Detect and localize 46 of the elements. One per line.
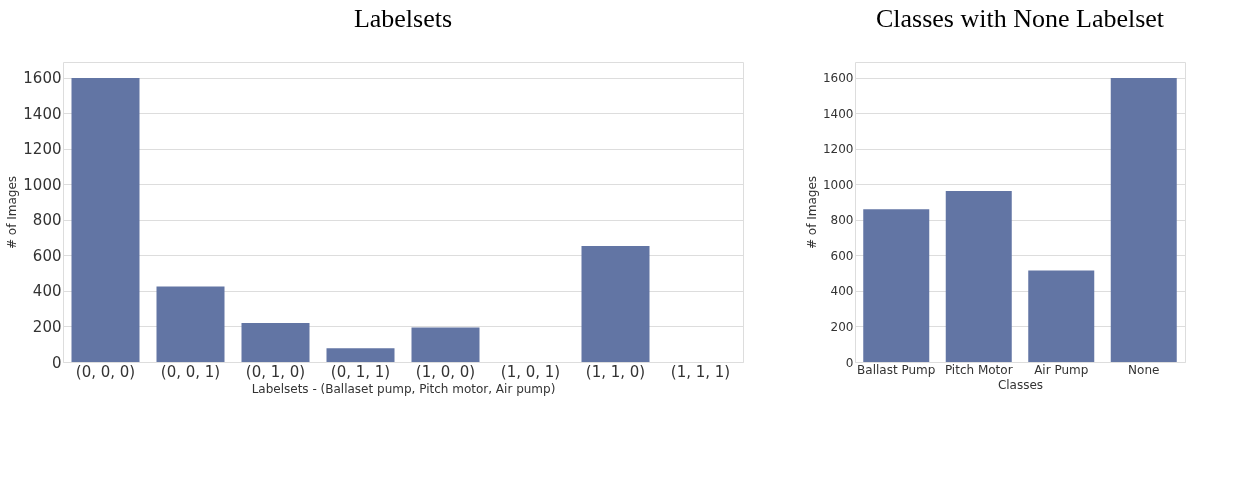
y-tick-label: 1000 [23,175,62,194]
x-axis-title: Labelsets - (Ballaset pump, Pitch motor, Air pump) [251,381,556,396]
x-tick-label: (0, 1, 1) [330,362,391,381]
x-tick-label: Ballast Pump [857,362,936,377]
y-tick-label: 1600 [822,71,854,86]
bar [1110,77,1177,362]
x-tick-label: (1, 0, 0) [415,362,476,381]
bar [411,327,480,362]
y-tick-label: 200 [830,320,854,334]
x-tick-label: Pitch Motor [944,362,1013,377]
bar [863,209,930,362]
y-tick-label: 800 [830,213,854,228]
y-tick-label: 1200 [822,142,854,157]
x-tick-label: (0, 1, 0) [245,362,306,381]
bar [71,77,140,362]
bar [156,286,225,362]
x-tick-label: (0, 0, 1) [160,362,221,381]
y-tick-label: 0 [51,353,62,372]
chart-title: Classes with None Labelset [875,4,1165,33]
bar [945,190,1012,362]
bar [241,323,310,362]
y-tick-label: 800 [32,211,62,230]
x-tick-label: Air Pump [1034,362,1089,377]
y-tick-label: 400 [830,284,854,299]
bar [326,348,395,362]
y-tick-label: 1400 [822,106,854,121]
x-tick-label: None [1128,362,1160,377]
x-tick-label: (1, 1, 0) [585,362,646,381]
y-tick-label: 1000 [822,177,854,192]
y-tick-label: 600 [830,248,854,263]
x-tick-label: (1, 1, 1) [670,362,731,381]
y-tick-label: 1400 [23,104,62,123]
y-tick-label: 400 [32,282,62,301]
y-tick-label: 600 [32,246,62,265]
x-tick-label: (1, 0, 1) [500,362,561,381]
y-axis-title: # of Images [804,175,819,250]
chart-title: Labelsets [353,4,453,33]
y-tick-label: 1600 [23,69,62,88]
bar [581,246,650,362]
x-axis-title: Classes [997,377,1044,392]
bar [1028,270,1095,362]
y-tick-label: 200 [32,318,62,336]
y-tick-label: 1200 [23,140,62,159]
y-tick-label: 0 [845,355,854,370]
y-axis-title: # of Images [5,175,20,250]
x-tick-label: (0, 0, 0) [75,362,136,381]
